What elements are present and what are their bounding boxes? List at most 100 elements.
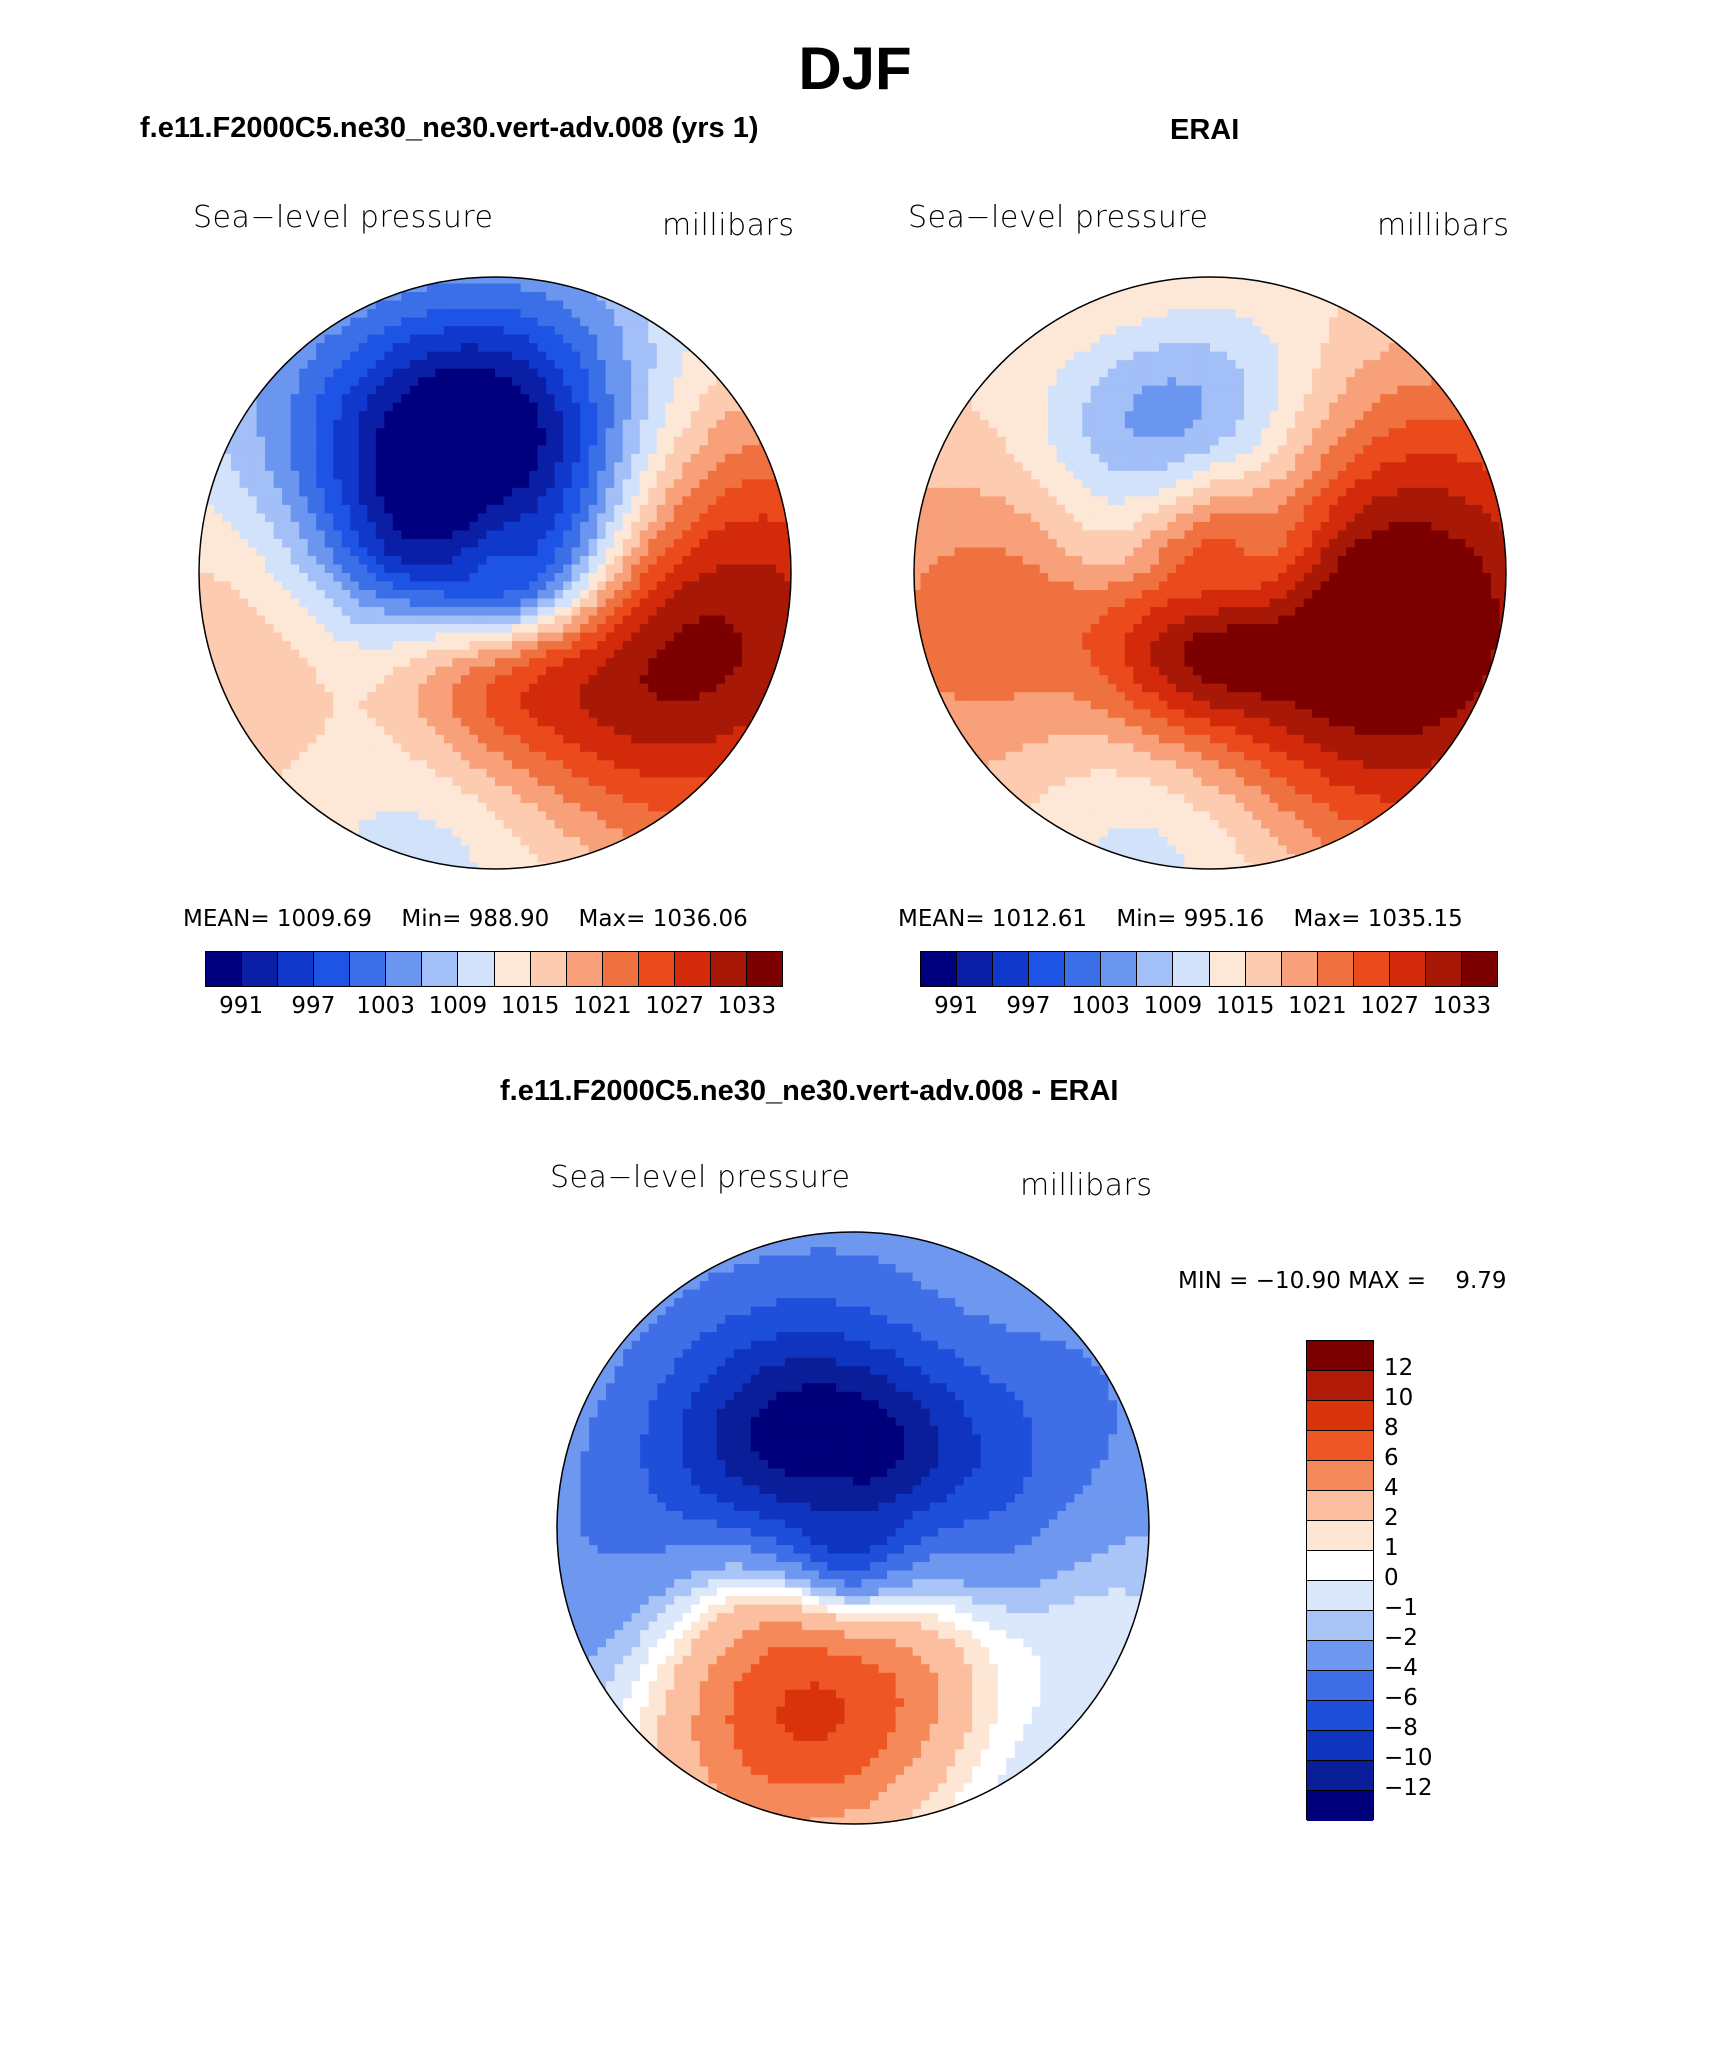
field-cell [988,428,998,438]
field-cell [716,453,726,463]
field-cell [324,521,334,532]
field-cell [401,453,411,463]
field-cell [426,428,436,438]
field-cell [767,564,777,574]
field-cell [580,573,590,583]
field-cell [477,649,488,659]
field-cell [529,862,539,869]
field-cell [290,394,300,404]
field-cell [367,743,377,753]
field-cell [665,649,675,659]
field-cell [563,513,573,523]
field-cell [426,828,436,838]
field-cell [622,309,632,319]
field-cell [690,700,700,710]
field-cell [392,768,402,778]
field-cell [324,462,334,472]
field-cell [563,573,573,583]
field-cell [656,743,666,753]
field-cell [443,419,454,429]
field-cell [512,802,522,812]
field-cell [384,317,394,327]
field-cell [477,666,488,676]
field-cell [333,624,343,634]
field-cell [316,394,326,404]
field-cell [248,419,258,429]
field-cell [767,555,777,566]
field-cell [741,717,752,727]
field-cell [622,436,632,446]
field-cell [631,343,641,353]
field-cell [358,751,368,761]
field-cell [1048,768,1058,778]
field-cell [248,717,258,727]
field-cell [1065,351,1075,361]
field-cell [324,368,334,378]
field-cell [452,573,462,583]
field-cell [435,317,445,327]
field-cell [409,351,419,361]
field-cell [392,402,402,412]
field-cell [401,513,411,523]
field-cell [222,607,232,617]
field-cell [520,700,530,710]
field-cell [997,768,1007,778]
field-cell [231,496,241,506]
field-cell [486,828,496,838]
field-cell [988,368,998,378]
field-cell [1048,428,1058,438]
field-cell [580,479,590,489]
field-cell [1022,666,1032,676]
field-cell [222,624,232,634]
field-cell [571,453,581,463]
field-cell [503,504,513,514]
field-cell [656,811,666,821]
field-cell [988,760,998,770]
field-cell [1056,453,1066,463]
field-cell [1005,479,1015,489]
field-cell [690,470,700,480]
field-cell [409,590,419,600]
field-cell [1048,453,1058,463]
field-cell [299,547,309,557]
field-cell [563,734,573,744]
field-cell [409,564,419,574]
field-cell [597,658,607,668]
field-cell [375,717,385,727]
field-cell [1005,607,1015,617]
field-cell [580,649,590,659]
field-cell [614,436,624,446]
field-cell [426,326,436,336]
field-cell [690,564,700,574]
field-cell [392,317,402,327]
field-cell [222,470,232,480]
field-cell [1065,768,1075,778]
field-cell [435,768,445,778]
field-cell [690,734,700,744]
field-cell [384,726,394,736]
field-cell [656,624,666,634]
field-cell [1073,768,1083,778]
field-cell [656,453,666,463]
field-cell [384,675,394,685]
field-cell [299,624,309,634]
field-cell [597,487,607,497]
field-cell [512,624,522,634]
field-cell [1056,462,1066,472]
field-cell [929,666,939,676]
field-cell [1031,453,1041,463]
field-cell [741,632,752,642]
field-cell [495,479,505,489]
field-cell [733,726,743,736]
field-cell [571,360,581,370]
field-cell [231,462,241,472]
field-cell [418,479,428,489]
field-cell [486,785,496,795]
field-cell [571,411,581,421]
field-cell [707,402,717,412]
field-cell [299,717,309,727]
field-cell [367,700,377,710]
field-cell [673,717,683,727]
field-cell [367,377,377,387]
field-cell [316,802,326,812]
